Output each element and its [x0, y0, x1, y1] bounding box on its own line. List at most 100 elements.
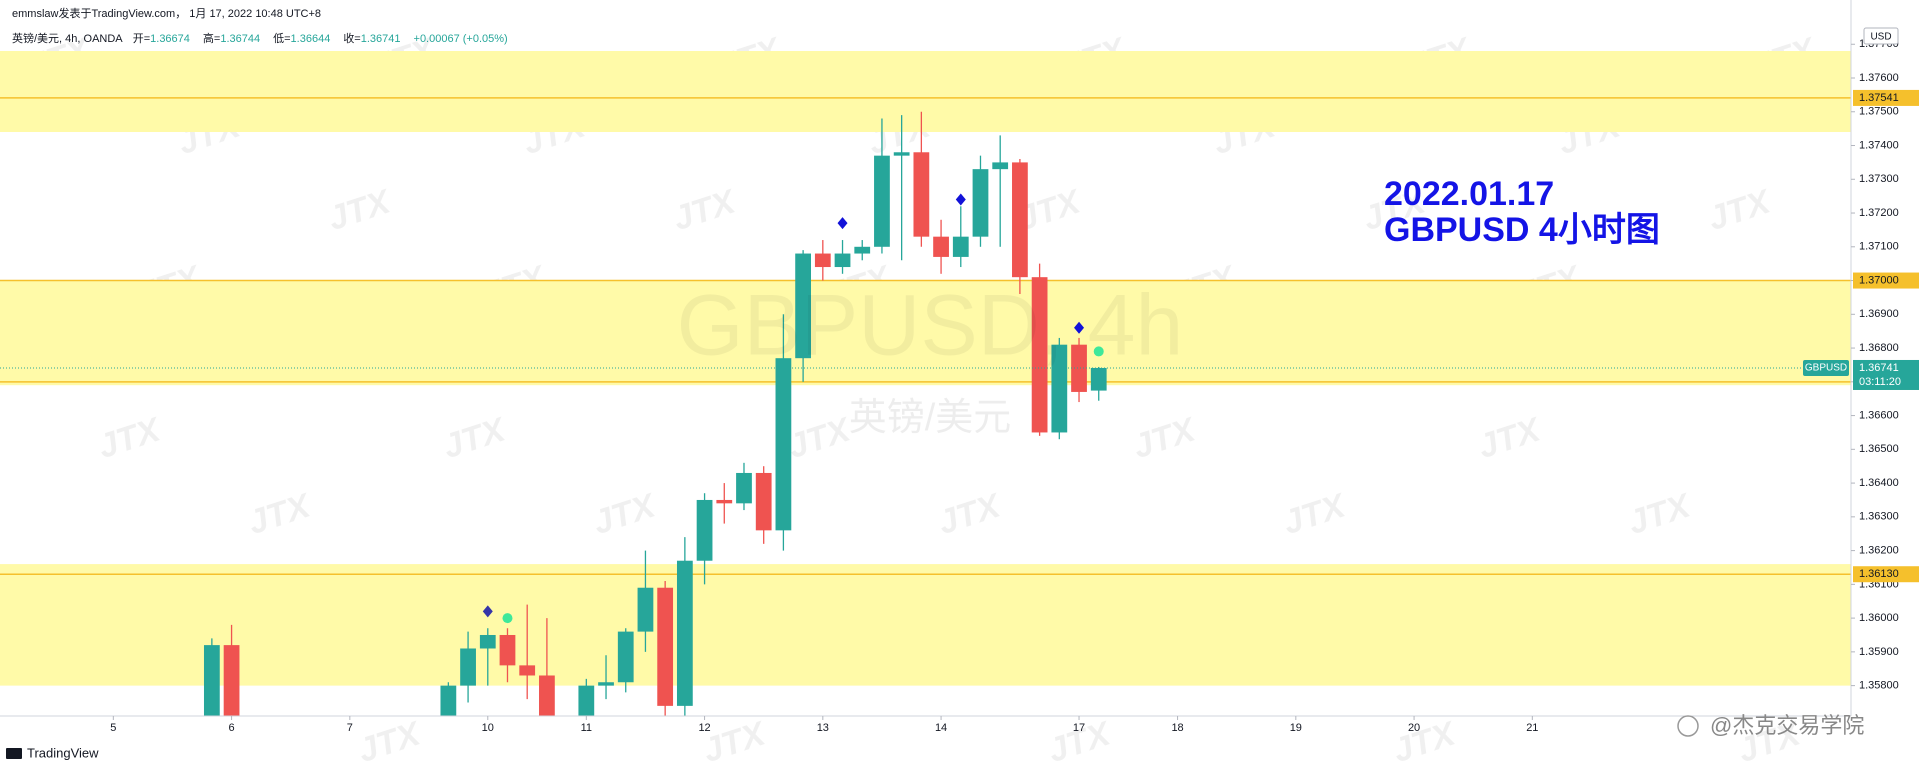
y-tick-label: 1.36800	[1859, 342, 1899, 354]
jtx-watermark: JTX	[669, 182, 742, 238]
legend-field: 收=1.36741	[343, 33, 407, 45]
candle-body	[519, 665, 536, 676]
candle-body	[933, 236, 949, 257]
candle-body	[1051, 344, 1068, 433]
jtx-watermark: JTX	[324, 182, 397, 238]
credit-icon	[1677, 715, 1699, 737]
jtx-watermark: JTX	[1624, 486, 1697, 542]
x-tick-label: 20	[1408, 722, 1420, 734]
y-tick-label: 1.37500	[1859, 106, 1899, 118]
last-price-label: 1.36741	[1859, 362, 1899, 374]
symbol-tag: GBPUSD	[1805, 363, 1847, 374]
x-tick-label: 17	[1073, 722, 1085, 734]
symbol-tag-box	[1803, 359, 1849, 376]
jtx-watermark: JTX	[1279, 486, 1352, 542]
legend-label: 开=	[132, 33, 151, 45]
jtx-watermark: JTX	[934, 486, 1007, 542]
candle-body	[460, 648, 476, 686]
legend-change: +0.00067 (+0.05%)	[413, 33, 508, 45]
candle-body	[617, 631, 634, 683]
candle-body	[1031, 277, 1048, 433]
x-tick-label: 6	[229, 722, 235, 734]
y-tick-label: 1.36300	[1859, 511, 1899, 523]
y-tick-label: 1.36400	[1859, 477, 1899, 489]
last-price-tag	[1853, 359, 1919, 390]
y-tick-label: 1.37300	[1859, 173, 1899, 185]
x-tick-label: 5	[110, 722, 116, 734]
jtx-watermark: JTX	[439, 410, 512, 466]
y-tick-label: 1.36500	[1859, 443, 1899, 455]
legend-value: 1.36744	[220, 33, 261, 45]
y-tick-label: 1.36900	[1859, 308, 1899, 320]
x-tick-label: 7	[347, 722, 353, 734]
y-tick-label: 1.35900	[1859, 646, 1899, 658]
candle-body	[992, 162, 1009, 170]
y-tick-label: 1.37100	[1859, 241, 1899, 253]
candle-body	[854, 246, 871, 254]
annotation: GBPUSD 4小时图	[1384, 211, 1660, 249]
y-tick-label: 1.37200	[1859, 207, 1899, 219]
footer: TradingView	[27, 745, 99, 760]
candle-body	[775, 358, 792, 531]
jtx-watermark: JTX	[784, 410, 857, 466]
legend-field: 高=1.36744	[203, 33, 267, 45]
level-label: 1.37541	[1859, 92, 1899, 104]
currency-box	[1863, 27, 1899, 45]
plot-area	[0, 51, 1851, 716]
x-tick-label: 19	[1290, 722, 1302, 734]
candle-body	[736, 472, 752, 504]
header: emmslaw发表于TradingView.com， 1月 17, 2022 1…	[12, 5, 328, 21]
countdown: 03:11:20	[1859, 376, 1901, 388]
y-tick-label: 1.37400	[1859, 139, 1899, 151]
candle-body	[499, 634, 516, 666]
candle-body	[578, 685, 595, 716]
candle-body	[539, 675, 555, 716]
annotation: 2022.01.17	[1384, 175, 1554, 213]
candle-body	[755, 472, 772, 531]
credit: @杰克交易学院	[1710, 713, 1864, 738]
legend-value: 1.36741	[360, 33, 401, 45]
candle-body	[814, 253, 831, 268]
x-tick-label: 13	[817, 722, 829, 734]
signal-diamond	[837, 217, 848, 230]
footer-logo: TradingView	[6, 745, 99, 760]
candle-body	[440, 685, 457, 716]
candle-body	[657, 587, 674, 706]
x-tick-label: 10	[482, 722, 494, 734]
header-text: emmslaw发表于TradingView.com， 1月 17, 2022 1…	[12, 8, 322, 20]
candle-body	[1090, 367, 1107, 391]
legend-field: 开=1.36674	[133, 33, 197, 45]
jtx-watermark: JTX	[1704, 182, 1777, 238]
candle-body	[203, 645, 220, 716]
x-tick-label: 12	[698, 722, 710, 734]
candle-body	[1071, 344, 1087, 392]
jtx-watermark: JTX	[1389, 714, 1462, 770]
jtx-watermark: JTX	[244, 486, 317, 542]
level-tag	[1853, 272, 1919, 289]
currency: USD	[1870, 32, 1891, 43]
candle-body	[834, 253, 851, 268]
candle-body	[676, 560, 693, 706]
candle-body	[637, 587, 654, 632]
legend-field: 低=1.36644	[273, 33, 337, 45]
candle-body	[696, 499, 713, 561]
y-tick-label: 1.35800	[1859, 680, 1899, 692]
y-tick-label: 1.36200	[1859, 545, 1899, 557]
x-tick-label: 14	[935, 722, 947, 734]
level-tag	[1853, 89, 1919, 106]
legend: 英镑/美元, 4h, OANDA 开=1.36674 高=1.36744 低=1.3…	[12, 30, 515, 46]
legend-value: 1.36674	[150, 33, 190, 45]
x-tick-label: 11	[581, 722, 592, 734]
level-label: 1.36130	[1859, 568, 1899, 580]
jtx-watermark: JTX	[589, 486, 662, 542]
legend-label: 高=	[202, 33, 221, 45]
name-watermark: 英镑/美元	[849, 397, 1012, 439]
level-tag	[1853, 566, 1919, 583]
symbol-watermark: GBPUSD, 4h	[677, 278, 1184, 374]
jtx-watermark: JTX	[1474, 410, 1547, 466]
jtx-watermark: JTX	[354, 714, 427, 770]
level-label: 1.37000	[1859, 274, 1899, 286]
candle-body	[223, 645, 240, 716]
candle-body	[716, 499, 733, 504]
